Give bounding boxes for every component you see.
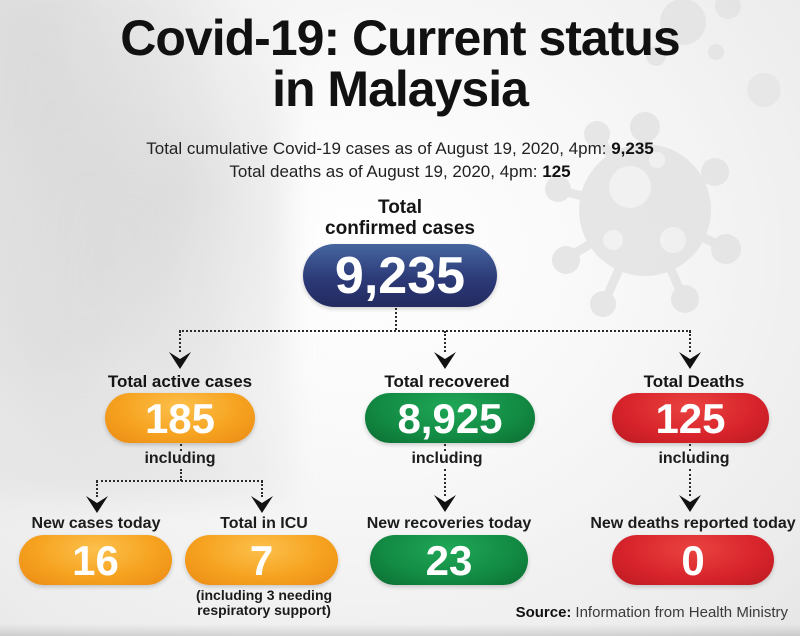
connector-active-drop — [179, 331, 181, 352]
coronavirus-watermark-icon — [545, 112, 741, 317]
active-cases-value-pill: 185 — [105, 393, 255, 443]
source-text: Information from Health Ministry — [575, 604, 788, 621]
new-cases-today-label: New cases today — [31, 515, 161, 532]
confirmed-cases-value-pill: 9,235 — [303, 244, 497, 307]
summary-line-2-value: 125 — [542, 162, 571, 181]
arrow-down-icon — [251, 496, 273, 513]
arrow-down-icon — [169, 352, 191, 369]
icu-note: (including 3 needing respiratory support… — [174, 588, 354, 618]
deaths-value-pill: 125 — [612, 393, 769, 443]
connector-icu-drop — [261, 481, 263, 497]
confirmed-cases-label: Total confirmed cases — [0, 197, 800, 239]
connector-new-cases-drop — [96, 481, 98, 497]
recovered-value-pill: 8,925 — [365, 393, 535, 443]
connector-recovered-including-stub — [444, 444, 446, 451]
new-recoveries-today-label: New recoveries today — [366, 515, 532, 532]
arrow-down-icon — [679, 352, 701, 369]
source-credit: Source: Information from Health Ministry — [516, 604, 788, 621]
including-label-recovered: including — [411, 450, 483, 467]
arrow-down-icon — [86, 496, 108, 513]
arrow-down-icon — [434, 495, 456, 512]
summary-line-2: Total deaths as of August 19, 2020, 4pm:… — [0, 162, 800, 182]
arrow-down-icon — [434, 352, 456, 369]
connector-active-including-stub — [180, 444, 182, 451]
summary-line-1-text: Total cumulative Covid-19 cases as of Au… — [146, 139, 607, 158]
summary-line-1: Total cumulative Covid-19 cases as of Au… — [0, 139, 800, 159]
including-label-active: including — [144, 450, 216, 467]
virus-dot-icon — [747, 73, 781, 107]
page-title-line-2: in Malaysia — [272, 61, 529, 117]
virus-cluster-icon — [646, 0, 741, 66]
connector-new-deaths-drop — [689, 469, 691, 496]
deaths-label: Total Deaths — [643, 372, 745, 391]
connector-deaths-drop — [689, 331, 691, 352]
arrow-down-icon — [679, 495, 701, 512]
new-deaths-today-label: New deaths reported today — [590, 515, 796, 532]
recovered-label: Total recovered — [384, 372, 510, 391]
icu-note-line-1: (including 3 needing — [195, 587, 333, 603]
connector-new-recoveries-drop — [444, 469, 446, 496]
active-cases-label: Total active cases — [107, 372, 253, 391]
connector-level2-horizontal — [96, 480, 263, 482]
connector-recovered-drop — [444, 331, 446, 352]
bottom-shade — [0, 624, 800, 636]
page-title-line-1: Covid-19: Current status — [120, 10, 680, 66]
summary-line-1-value: 9,235 — [611, 139, 654, 158]
connector-deaths-including-stub — [689, 444, 691, 451]
including-label-deaths: including — [658, 450, 730, 467]
total-in-icu-value-pill: 7 — [185, 535, 338, 585]
source-prefix: Source: — [515, 604, 572, 621]
connector-level1-horizontal — [179, 330, 691, 332]
connector-root-stub — [395, 308, 397, 330]
new-cases-today-value-pill: 16 — [19, 535, 172, 585]
connector-active-split-stub — [180, 469, 182, 481]
icu-note-line-2: respiratory support) — [197, 602, 331, 618]
new-recoveries-today-value-pill: 23 — [370, 535, 528, 585]
new-deaths-today-value-pill: 0 — [612, 535, 774, 585]
confirmed-cases-label-line-1: Total — [378, 197, 422, 218]
summary-line-2-text: Total deaths as of August 19, 2020, 4pm: — [229, 162, 538, 181]
total-in-icu-label: Total in ICU — [220, 515, 308, 532]
confirmed-cases-label-line-2: confirmed cases — [325, 218, 475, 239]
